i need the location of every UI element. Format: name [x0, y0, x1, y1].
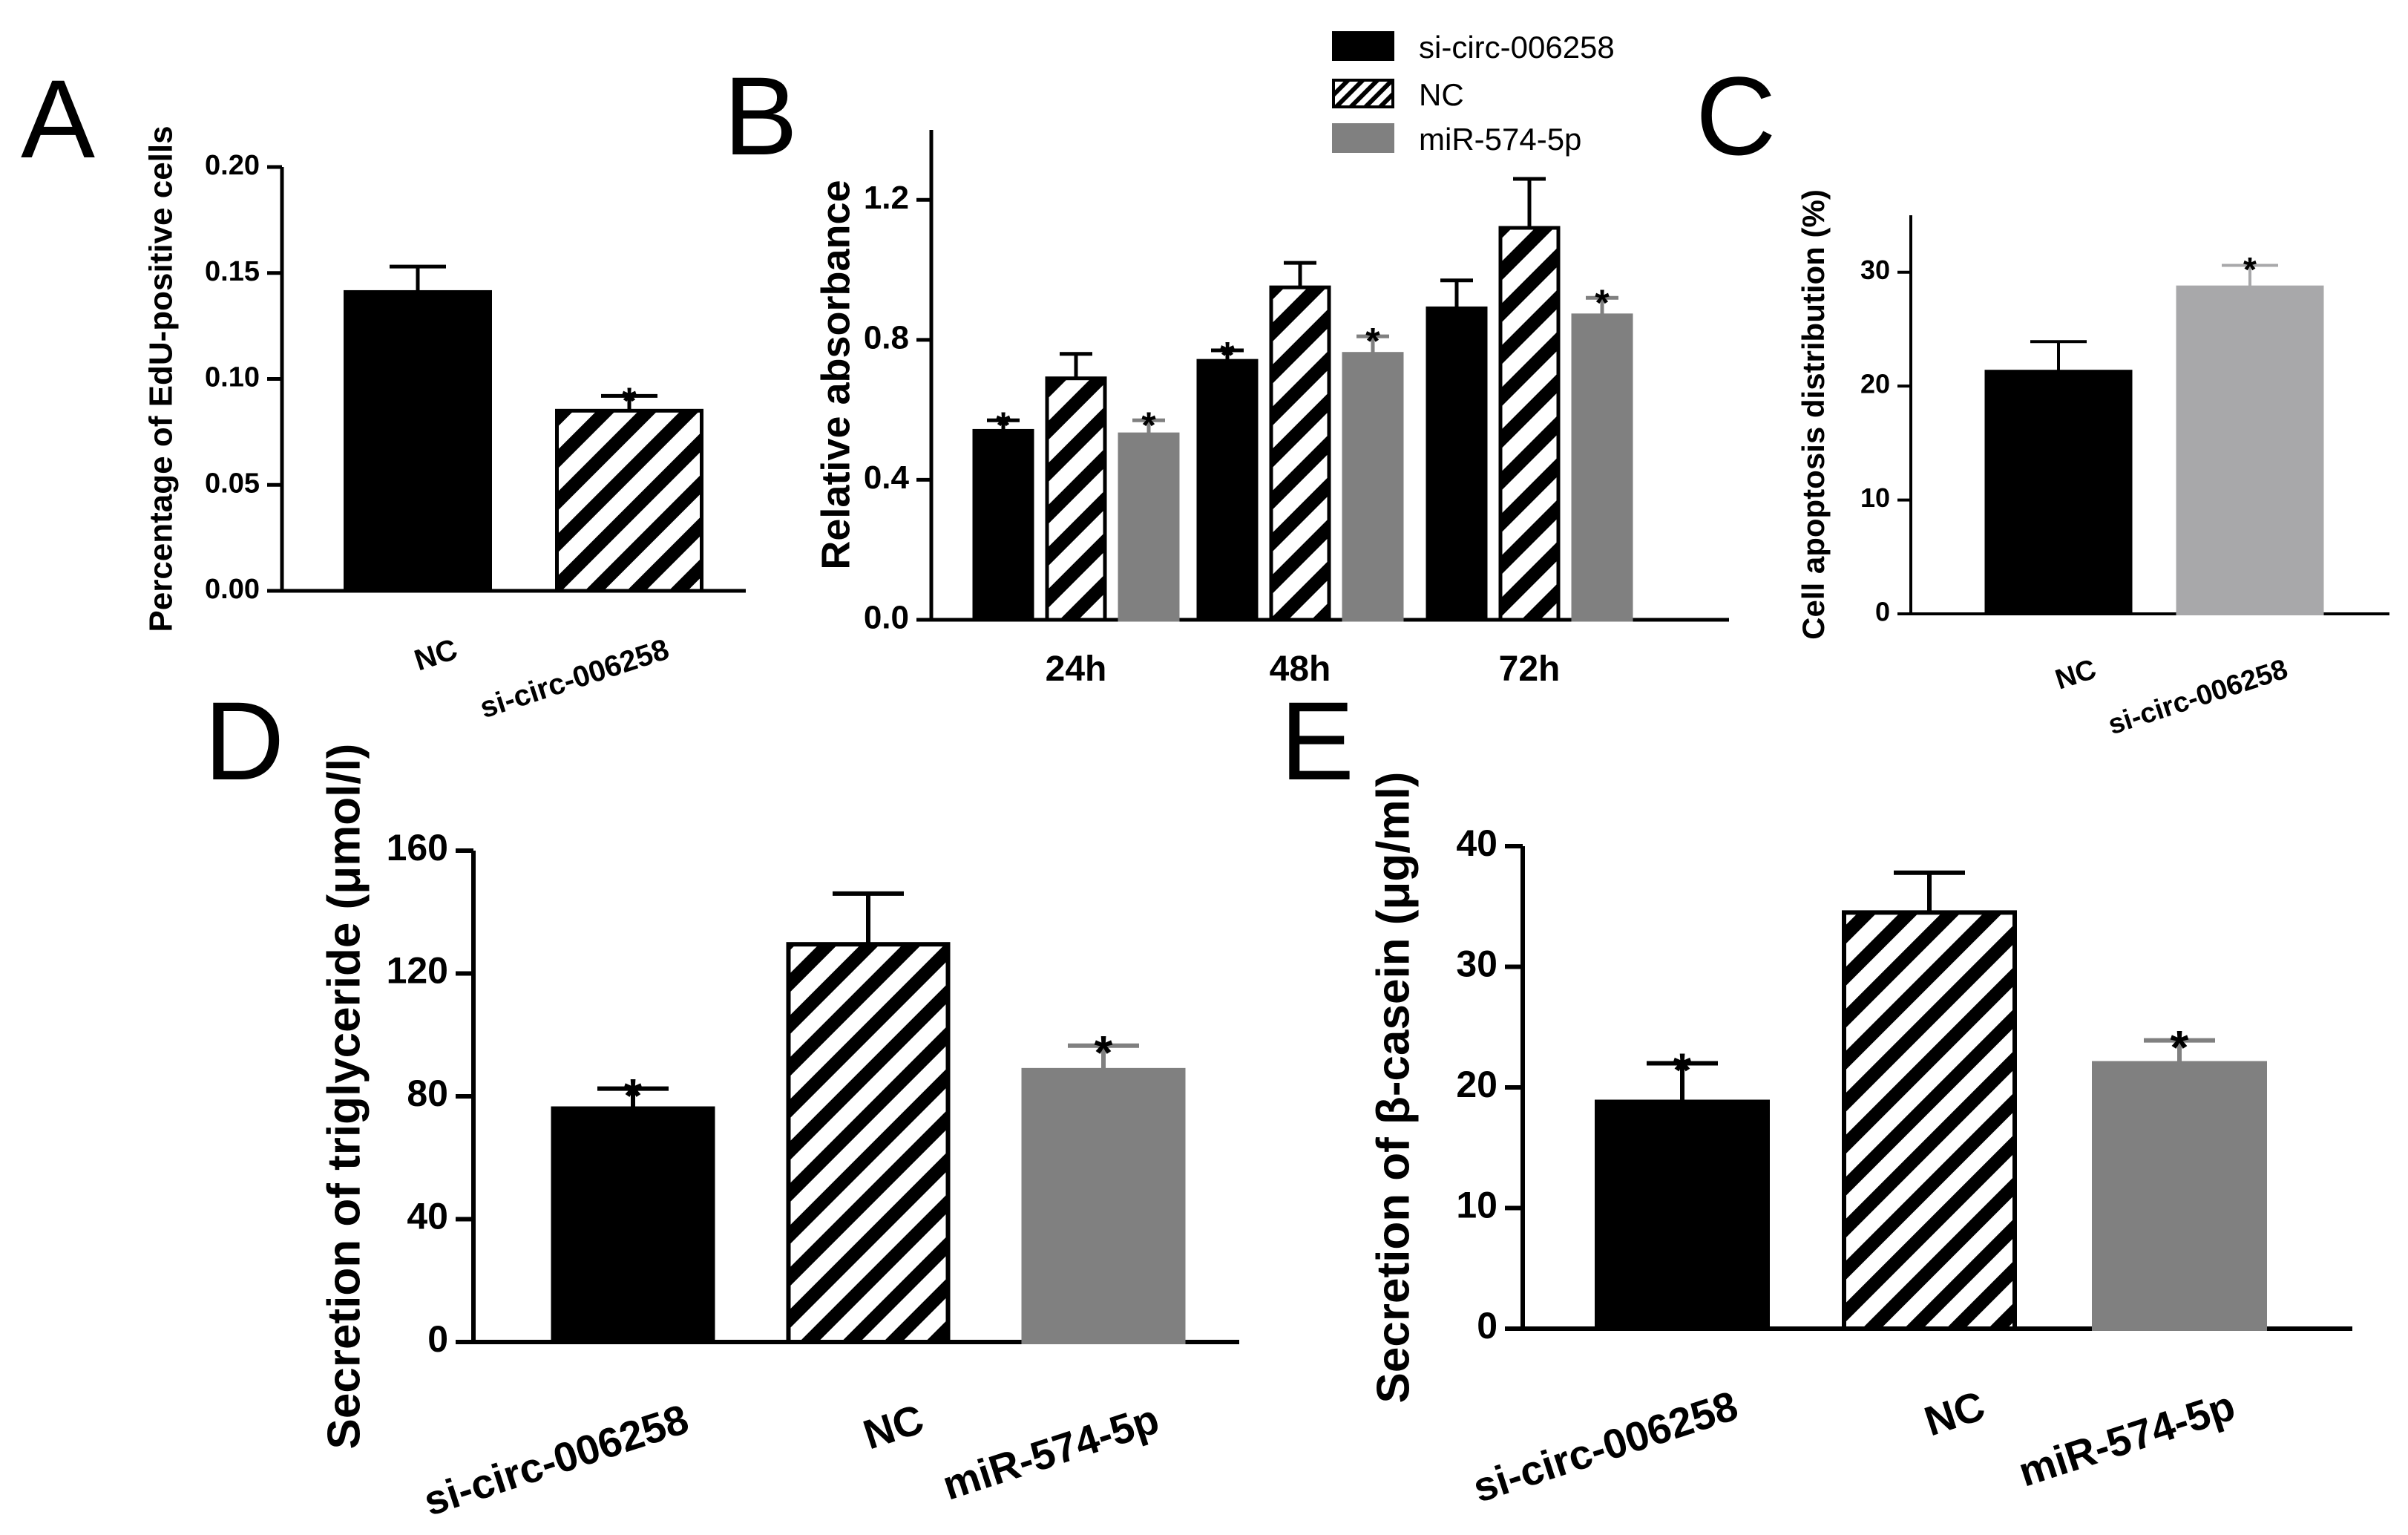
- bar-72h-mir-574-5p: [1571, 313, 1633, 622]
- y-tick-label-1-2: 1.2: [864, 180, 909, 216]
- x-tick-label-si-circ-006258: si-circ-006258: [1467, 1381, 1743, 1511]
- y-tick-label-10: 10: [1860, 482, 1890, 513]
- significance-star-48h-mir-574-5p: *: [1365, 321, 1380, 362]
- legend-swatch-mir-574-5p: [1332, 123, 1394, 153]
- y-tick-label-0-20: 0.20: [205, 150, 260, 181]
- y-tick-label-0-4: 0.4: [864, 459, 910, 496]
- y-tick-label-0: 0: [427, 1318, 448, 1360]
- panel-label-c: C: [1696, 53, 1776, 178]
- y-tick-label-10: 10: [1456, 1185, 1497, 1226]
- y-axis-title: Relative absorbance: [813, 180, 858, 569]
- y-tick-label-30: 30: [1860, 255, 1890, 285]
- bar-si-circ-006258: [2176, 285, 2324, 615]
- x-tick-label-nc: NC: [410, 633, 462, 678]
- significance-star-24h-si-circ-006258: *: [996, 405, 1011, 446]
- panel-d: D 0 40 80 120 160 Secretion of triglyceride (…: [204, 678, 1239, 1525]
- bar-nc: [344, 289, 492, 593]
- bar-mir-574-5p: [1021, 1067, 1186, 1345]
- y-tick-label-80: 80: [407, 1073, 448, 1114]
- y-tick-label-120: 120: [387, 950, 448, 992]
- x-tick-label-nc: NC: [2052, 654, 2100, 696]
- x-tick-label-si-circ-006258: si-circ-006258: [476, 633, 672, 725]
- chart-a: 0.00 0.05 0.10 0.15 0.20 Percentage of EdU-po…: [143, 125, 746, 724]
- significance-star-24h-mir-574-5p: *: [1141, 405, 1156, 446]
- y-tick-label-30: 30: [1456, 943, 1497, 985]
- panel-label-d: D: [204, 678, 284, 803]
- y-tick-label-0-8: 0.8: [864, 319, 909, 356]
- legend-label-si-circ-006258: si-circ-006258: [1419, 30, 1615, 65]
- y-axis-title: Percentage of EdU-positive cells: [143, 125, 180, 632]
- significance-star-48h-si-circ-006258: *: [1220, 335, 1235, 376]
- bar-si-circ-006258: [551, 1106, 715, 1345]
- x-tick-label-nc: NC: [1919, 1381, 1990, 1444]
- panel-label-a: A: [21, 56, 95, 181]
- bar-si-circ-006258: [1595, 1099, 1770, 1331]
- y-tick-label-40: 40: [407, 1196, 448, 1237]
- bar-mir-574-5p: [2092, 1061, 2267, 1331]
- chart-e: 0 10 20 30 40 Secretion of β-casein (μg/ml) * s…: [1368, 772, 2352, 1511]
- x-tick-label-mir-574-5p: miR-574-5p: [2013, 1381, 2241, 1495]
- bar-72h-si-circ-006258: [1426, 306, 1488, 622]
- bar-48h-mir-574-5p: [1342, 352, 1404, 622]
- y-tick-label-0-05: 0.05: [205, 468, 260, 499]
- x-tick-label-48h: 48h: [1270, 649, 1331, 689]
- significance-star-si-circ-006258: *: [2243, 250, 2257, 289]
- significance-star-si-circ-006258: *: [624, 1069, 643, 1122]
- bar-24h-nc: [1045, 376, 1107, 622]
- bar-nc: [1984, 370, 2133, 615]
- y-tick-label-0-00: 0.00: [205, 574, 260, 605]
- chart-d: 0 40 80 120 160 Secretion of triglyceride (μm…: [318, 744, 1239, 1525]
- x-tick-label-si-circ-006258: si-circ-006258: [2104, 654, 2291, 742]
- y-tick-label-0: 0: [1875, 597, 1890, 627]
- significance-star-mir-574-5p: *: [2171, 1021, 2189, 1074]
- legend: si-circ-006258 NC miR-574-5p: [1332, 30, 1615, 157]
- panel-c: C 0 10 20 30 Cell apoptosis distribution (%)…: [1696, 53, 2389, 741]
- bar-48h-nc: [1269, 285, 1331, 622]
- panel-a: A 0.00 0.05 0.10 0.15 0.20 Percentage of EdU-…: [21, 56, 746, 724]
- panel-label-e: E: [1280, 678, 1354, 803]
- y-tick-label-0: 0: [1477, 1305, 1497, 1346]
- y-tick-label-40: 40: [1456, 822, 1497, 864]
- bar-24h-si-circ-006258: [972, 428, 1034, 622]
- chart-c: 0 10 20 30 Cell apoptosis distribution (%) NC…: [1796, 189, 2389, 741]
- significance-star-si-circ-006258: *: [1673, 1044, 1692, 1097]
- bar-48h-si-circ-006258: [1196, 359, 1259, 622]
- x-tick-label-24h: 24h: [1046, 649, 1107, 689]
- significance-star-si-circ-006258: *: [622, 380, 637, 422]
- legend-swatch-nc: [1332, 79, 1394, 108]
- significance-star-72h-mir-574-5p: *: [1595, 282, 1610, 324]
- x-tick-label-72h: 72h: [1499, 649, 1561, 689]
- y-tick-label-20: 20: [1860, 369, 1890, 399]
- bar-nc: [786, 942, 951, 1344]
- x-tick-label-nc: NC: [858, 1395, 929, 1458]
- y-axis-title: Secretion of β-casein (μg/ml): [1368, 772, 1419, 1404]
- y-axis-title: Secretion of triglyceride (μmol/l): [318, 744, 370, 1450]
- y-tick-label-160: 160: [387, 827, 448, 868]
- legend-swatch-si-circ-006258: [1332, 31, 1394, 61]
- bar-nc: [1842, 910, 2017, 1331]
- bar-si-circ-006258: [555, 408, 703, 593]
- legend-label-nc: NC: [1419, 77, 1464, 112]
- significance-star-mir-574-5p: *: [1095, 1026, 1113, 1079]
- x-tick-label-si-circ-006258: si-circ-006258: [418, 1395, 694, 1524]
- y-tick-label-0-10: 0.10: [205, 362, 260, 393]
- panel-label-b: B: [724, 53, 798, 178]
- y-axis-title: Cell apoptosis distribution (%): [1796, 189, 1831, 640]
- y-tick-label-0-15: 0.15: [205, 256, 260, 287]
- y-tick-label-0-0: 0.0: [864, 600, 909, 636]
- bar-24h-mir-574-5p: [1118, 432, 1180, 622]
- y-tick-label-20: 20: [1456, 1064, 1497, 1105]
- panel-e: E 0 10 20 30 40 Secretion of β-casein (μg/ml)…: [1280, 678, 2352, 1511]
- bar-72h-nc: [1498, 226, 1561, 622]
- x-tick-label-mir-574-5p: miR-574-5p: [937, 1395, 1165, 1508]
- legend-label-mir-574-5p: miR-574-5p: [1419, 122, 1581, 157]
